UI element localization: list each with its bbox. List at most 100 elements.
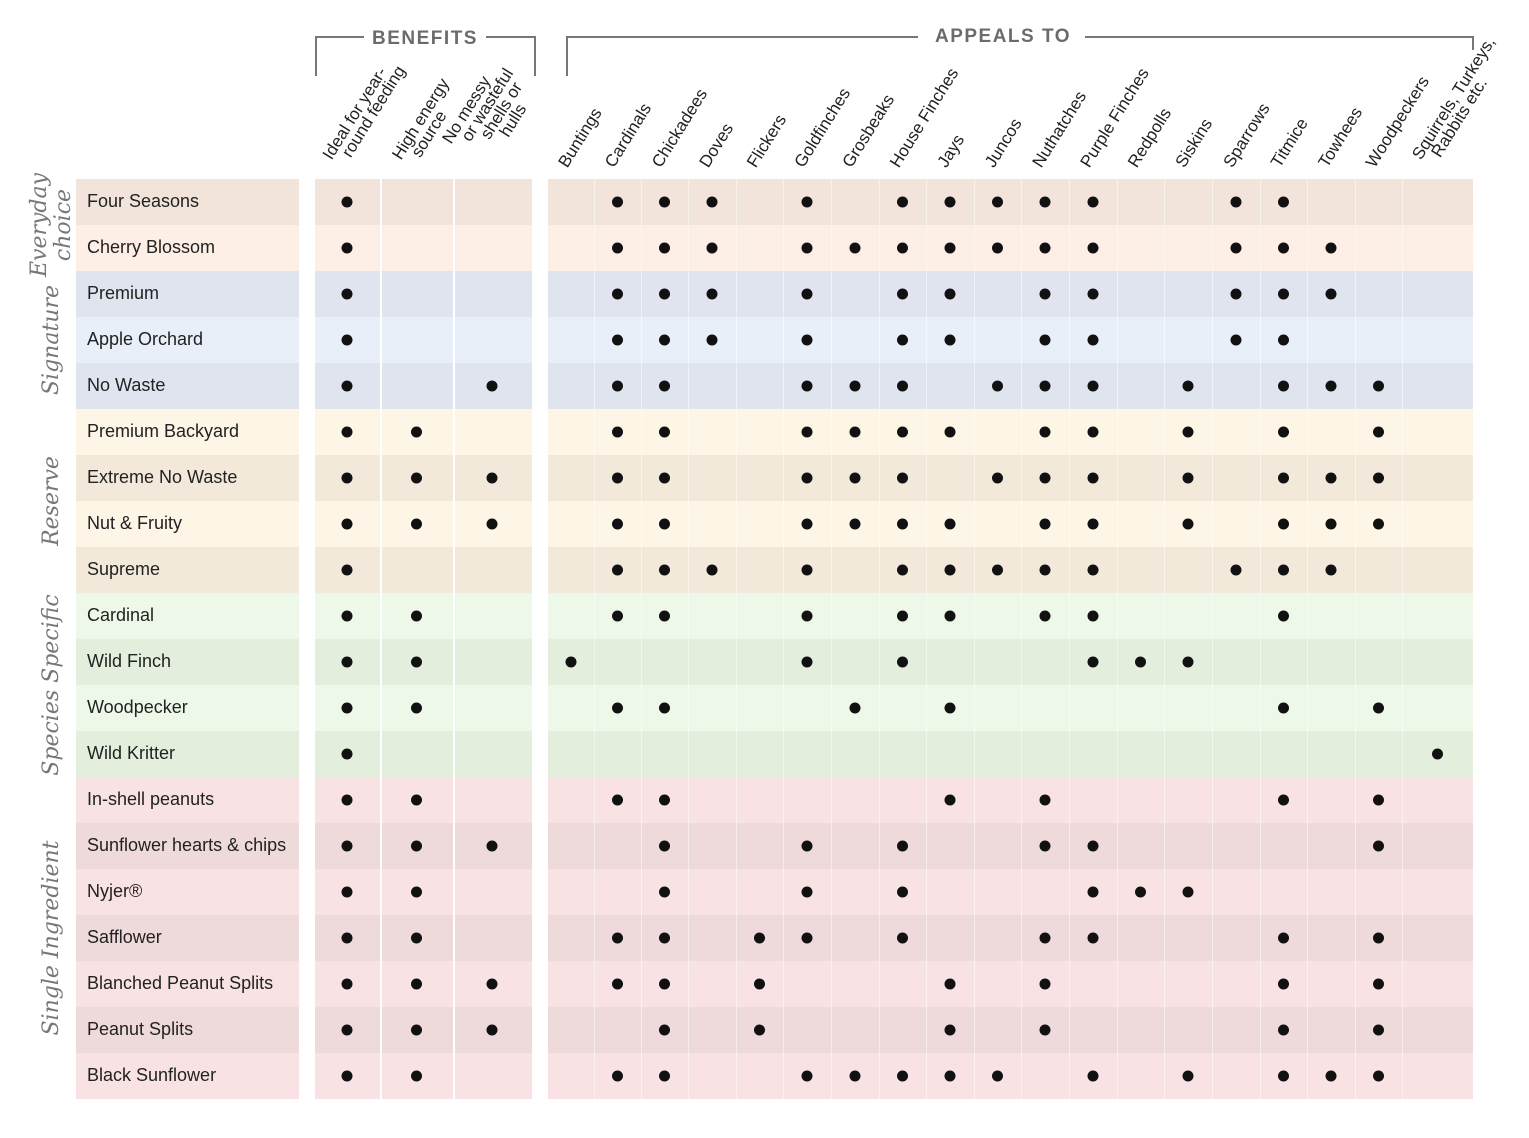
column-label-line: Juncos (981, 115, 1026, 171)
dot (1373, 840, 1384, 852)
cell (736, 593, 783, 639)
dot (801, 932, 813, 944)
cell (548, 409, 594, 455)
dot (801, 610, 813, 622)
dot (612, 518, 623, 530)
cell (831, 1007, 879, 1053)
cell (1069, 1007, 1117, 1053)
dot (486, 518, 498, 530)
cell (1021, 1053, 1069, 1099)
cell (548, 777, 594, 823)
dot (706, 242, 718, 254)
dot (411, 794, 422, 806)
cell (1402, 409, 1473, 455)
cell (1260, 639, 1307, 685)
dot (1135, 886, 1146, 898)
dot (897, 518, 908, 530)
column-label-line: Siskins (1172, 115, 1217, 171)
cell (1164, 915, 1212, 961)
dot (1039, 564, 1051, 576)
dot (1278, 288, 1289, 300)
cell (783, 731, 831, 777)
cell (688, 823, 736, 869)
cell (1402, 225, 1473, 271)
dot (706, 564, 718, 576)
cell (1164, 225, 1212, 271)
dot (849, 702, 861, 714)
cell (548, 1007, 594, 1053)
cell (831, 271, 879, 317)
cell (1212, 639, 1260, 685)
cell (688, 915, 736, 961)
cell (879, 777, 926, 823)
dot (659, 334, 670, 346)
cell (926, 823, 974, 869)
cell (548, 455, 594, 501)
dot (992, 1070, 1003, 1082)
cell (974, 317, 1021, 363)
group-label: Signature (39, 285, 64, 395)
cell (974, 869, 1021, 915)
cell (1307, 961, 1355, 1007)
dot (1182, 886, 1194, 898)
cell (1307, 179, 1355, 225)
column-label: Redpolls (1124, 105, 1175, 171)
dot (1087, 518, 1099, 530)
product-name: Premium Backyard (87, 421, 239, 441)
cell (1117, 731, 1164, 777)
dot (1087, 886, 1099, 898)
cell (1402, 271, 1473, 317)
dot (1087, 380, 1099, 392)
cell (736, 639, 783, 685)
cell (1117, 961, 1164, 1007)
cell (974, 501, 1021, 547)
cell (1402, 961, 1473, 1007)
dot (1432, 748, 1443, 760)
cell (548, 225, 594, 271)
dot (944, 610, 956, 622)
cell (831, 639, 879, 685)
cell (974, 271, 1021, 317)
cell (1117, 547, 1164, 593)
cell (688, 869, 736, 915)
dot (944, 334, 956, 346)
column-label: Doves (696, 120, 738, 171)
product-name: Sunflower hearts & chips (87, 835, 286, 855)
dot (1230, 564, 1242, 576)
cell (641, 731, 688, 777)
cell (1021, 869, 1069, 915)
dot (341, 242, 353, 254)
dot (659, 610, 670, 622)
column-label: Flickers (743, 111, 790, 171)
dot (612, 380, 623, 392)
dot (1373, 702, 1384, 714)
dot (1278, 380, 1289, 392)
cell (1069, 961, 1117, 1007)
dot (1039, 288, 1051, 300)
dot (849, 242, 861, 254)
dot (341, 380, 353, 392)
dot (612, 932, 623, 944)
dot (341, 564, 353, 576)
dot (801, 380, 813, 392)
name-cell (76, 179, 299, 225)
dot (411, 1024, 422, 1036)
dot (1278, 978, 1289, 990)
cell (688, 593, 736, 639)
cell (1117, 593, 1164, 639)
dot (1039, 472, 1051, 484)
dot (897, 610, 908, 622)
cell (455, 225, 532, 271)
cell (783, 961, 831, 1007)
dot (801, 334, 813, 346)
cell (1164, 317, 1212, 363)
cell (688, 685, 736, 731)
cell (548, 179, 594, 225)
column-label: Squirrels, Turkeys,Rabbits etc. (1408, 33, 1499, 162)
cell (926, 731, 974, 777)
cell (1307, 915, 1355, 961)
cell (1021, 731, 1069, 777)
column-label-line: Towhees (1315, 104, 1367, 171)
dot (565, 656, 577, 668)
cell (1402, 639, 1473, 685)
